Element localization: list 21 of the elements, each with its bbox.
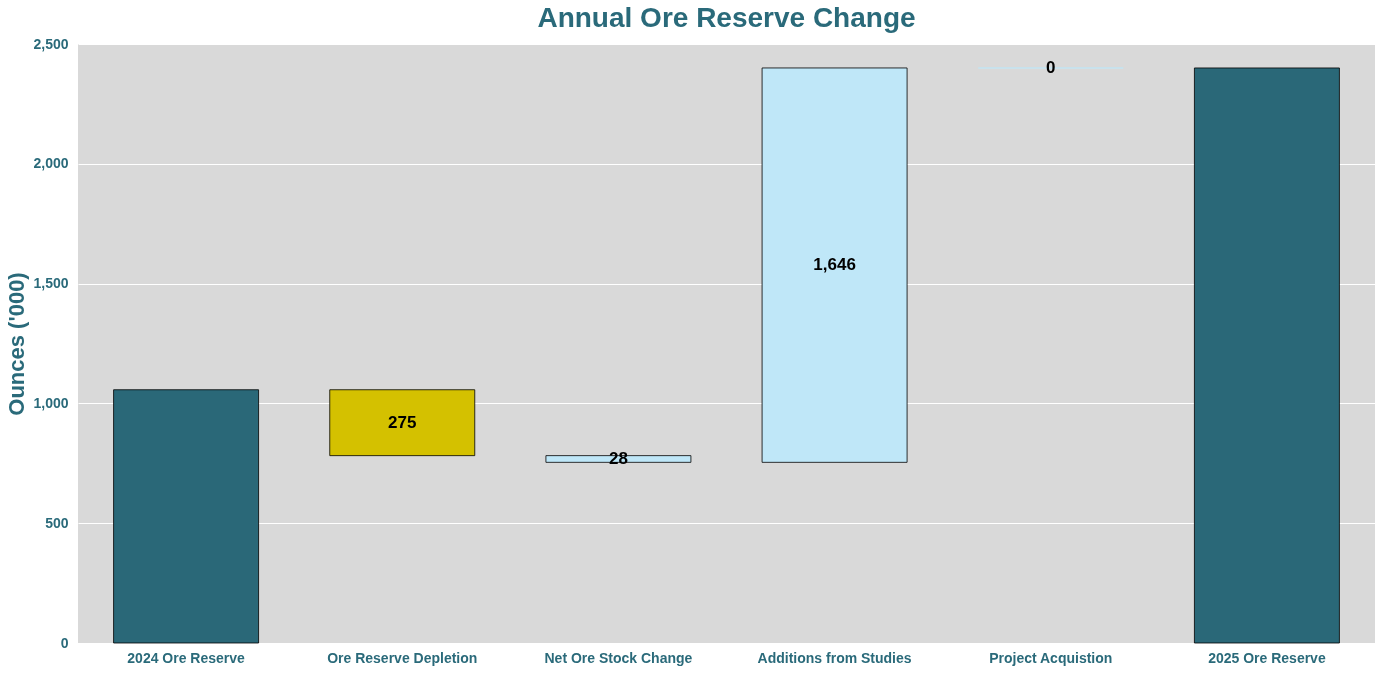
x-tick-label: Additions from Studies <box>757 649 912 666</box>
x-tick-label: Ore Reserve Depletion <box>327 649 478 666</box>
data-label: 1,646 <box>813 255 856 275</box>
y-tick-label: 0 <box>60 634 69 651</box>
bar <box>761 67 908 463</box>
x-tick-label: Project Acquistion <box>989 649 1113 666</box>
bar <box>113 389 259 644</box>
bar <box>1194 67 1340 644</box>
y-axis-title: Ounces ('000) <box>4 272 30 416</box>
bar <box>329 389 476 457</box>
x-tick-label: 2024 Ore Reserve <box>127 649 246 666</box>
data-label: 0 <box>1046 57 1056 77</box>
chart-title: Annual Ore Reserve Change <box>537 2 916 33</box>
x-tick-label: Net Ore Stock Change <box>544 649 693 666</box>
y-tick-label: 1,500 <box>33 275 69 292</box>
x-tick-label: 2025 Ore Reserve <box>1208 649 1326 666</box>
y-tick-label: 2,000 <box>33 155 69 172</box>
data-label: 275 <box>388 412 417 432</box>
y-tick-label: 2,500 <box>33 35 69 52</box>
y-tick-label: 1,000 <box>33 394 69 411</box>
y-tick-label: 500 <box>45 514 69 531</box>
